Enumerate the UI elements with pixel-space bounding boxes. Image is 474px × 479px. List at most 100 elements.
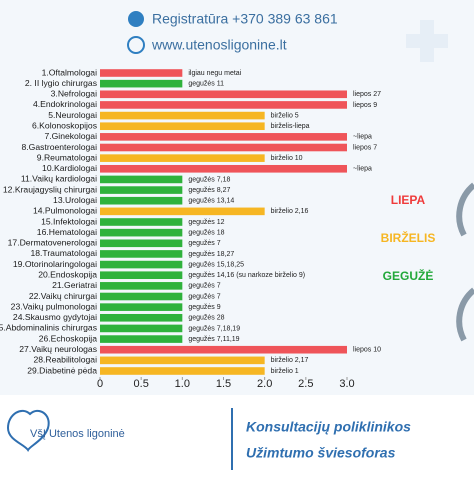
bar [100,186,183,194]
y-tick-label: 9.Reumatologai [37,152,97,162]
y-tick-label: 11.Vaikų kardiologai [21,174,97,184]
y-tick-label: 1.Oftalmologai [42,67,98,77]
bar-annotation: birželio 1 [271,368,299,375]
y-tick-label: 19.Otorinolaringologai [13,259,97,269]
y-tick-label: 13.Urologai [53,195,97,205]
bar [100,324,183,333]
bar [100,133,347,141]
organization: VšĮ Utenos ligoninė [30,428,125,440]
bar-annotation: gegužės 12 [188,219,224,226]
decoration [456,182,474,342]
bar-annotation: gegužės 11 [188,80,224,87]
x-tick-label: 1.5 [216,378,231,390]
y-tick-label: 24.Skausmo gydytojai [13,312,97,322]
legend-label: BIRŽELIS [381,230,436,245]
bar-annotation: gegužės 18 [188,229,224,236]
web-icon [127,36,145,54]
bar-annotation: birželio 2,16 [271,208,309,215]
bar [100,69,183,77]
cross-decoration [406,20,448,62]
website[interactable]: www.utenosligonine.lt [151,37,287,53]
phone-icon [128,11,144,27]
bar [100,282,183,290]
y-tick-label: 7.Ginekologai [44,131,97,141]
bar-annotation: liepos 27 [353,91,381,98]
y-tick-label: 10.Kardiologai [42,163,97,173]
bar-annotation: birželis-liepa [271,123,310,130]
bar-annotation: gegužės 15,18,25 [188,261,244,268]
bar-annotation: liepos 9 [353,102,377,109]
bar [100,164,347,173]
phone: Registratūra +370 389 63 861 [152,11,338,27]
y-tick-label: 29.Diabetinė pėda [27,365,97,375]
bar [100,143,347,152]
bar-annotation: ~liepa [353,166,372,173]
y-tick-label: 15.Infektologai [41,216,97,226]
bar [100,303,183,311]
y-tick-label: 27.Vaikų neurologas [19,344,97,354]
bar [100,207,265,216]
bar [100,367,265,375]
footer-bg [0,395,474,474]
bar [100,345,347,354]
bar [100,218,183,226]
bar [100,79,183,88]
bar [100,196,183,205]
x-tick-label: 0.5 [134,378,149,390]
y-tick-label: 5.Neurologai [48,110,97,120]
bar [100,292,183,301]
bar-annotation: gegužės 7,18,19 [188,325,240,332]
y-tick-label: 21.Geriatrai [52,280,97,290]
bar-annotation: gegužės 13,14 [188,198,234,205]
y-tick-label: 20.Endoskopija [38,269,97,279]
y-tick-label: 14.Pulmonologai [33,206,97,216]
bar-annotation: gegužės 18,27 [188,251,234,258]
logo [6,409,50,452]
y-tick-label: 22.Vaikų chirurgai [29,291,97,301]
y-tick-label: 2. II lygio chirurgas [25,78,97,88]
y-tick-label: 12.Kraujagyslių chirurgai [3,184,97,194]
bar-annotation: gegužės 14,16 (su narkoze birželio 9) [188,272,305,279]
bar-annotation: gegužės 8,27 [188,187,230,194]
legend-label: GEGUŽĖ [383,268,434,283]
x-tick-label: 3.0 [339,378,354,390]
background [0,0,474,395]
x-tick-label: 0 [97,378,103,390]
legend-label: LIEPA [391,193,426,207]
bar [100,175,183,184]
footer-title: Užimtumo šviesoforas [246,445,396,461]
y-tick-label: 6.Kolonoskopijos [32,120,97,130]
bar [100,313,183,322]
y-tick-label: 25.Abdominalinis chirurgas [0,323,97,333]
bar-annotation: gegužės 28 [188,315,224,322]
x-tick-label: 2.5 [298,378,313,390]
bar-annotation: gegužės 7,11,19 [188,336,239,343]
bar-annotation: ~liepa [353,134,372,141]
y-tick-label: 26.Echoskopija [39,333,98,343]
bar-annotation: ilgiau negu metai [188,70,241,77]
chart: 0 0.5 1.0 1.5 2.0 2.5 3.0 1.Oftalmologai ilgiau … [0,67,435,390]
bar [100,271,183,280]
bar-annotation: birželio 10 [271,155,303,162]
y-tick-label: 8.Gastroenterologai [22,142,98,152]
bar-annotation: gegužės 9 [188,304,220,311]
bar [100,335,183,343]
footer-title: Konsultacijų poliklinikos [246,419,411,435]
x-tick-label: 2.0 [257,378,272,390]
bar-annotation: gegužės 7 [188,283,220,290]
y-tick-label: 16.Hematologai [37,227,97,237]
bar [100,90,347,99]
bar-annotation: birželio 5 [271,112,299,119]
bar-annotation: liepos 10 [353,347,381,354]
y-tick-label: 18.Traumatologai [30,248,97,258]
bar [100,228,183,237]
bar [100,111,265,120]
y-tick-label: 4.Endokrinologai [33,99,97,109]
bar-annotation: gegužės 7 [188,240,220,247]
bar [100,154,265,162]
bar-annotation: gegužės 7 [188,293,220,300]
bar [100,260,183,269]
bar [100,239,183,248]
y-tick-label: 3.Nefrologai [51,89,97,99]
